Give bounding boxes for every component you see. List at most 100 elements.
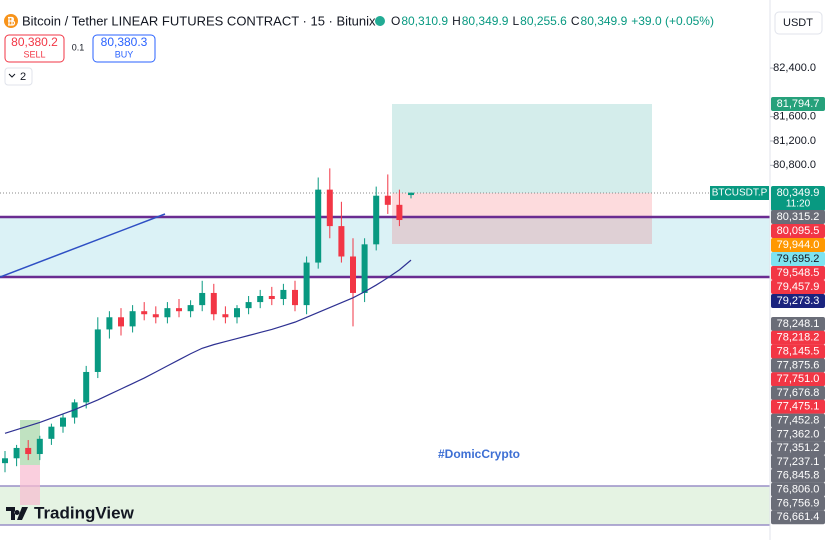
ohlc-value: 80,349.9 (581, 14, 628, 28)
sell-label[interactable]: SELL (23, 49, 45, 59)
quantity[interactable]: 0.1 (72, 42, 85, 52)
currency[interactable]: USDT (783, 17, 813, 29)
ohlc-value: 80,349.9 (462, 14, 509, 28)
candle-body (13, 447, 20, 459)
price-tag (771, 413, 825, 428)
candle-body (199, 292, 206, 306)
price-tag-text: 77,751.0 (777, 373, 820, 385)
price-tag-text: 78,145.5 (777, 346, 820, 358)
candle-body (164, 308, 171, 318)
sell-button[interactable] (4, 34, 65, 63)
price-tag (771, 358, 825, 373)
indicators-toggle[interactable] (4, 67, 33, 86)
price-tag (771, 330, 825, 345)
candle-body (2, 458, 8, 464)
candle-body (292, 289, 298, 306)
countdown: 11:20 (786, 199, 811, 210)
candle-body (25, 447, 32, 455)
symbol-title: Bitcoin / Tether LINEAR FUTURES CONTRACT… (22, 13, 376, 28)
price-tag (771, 372, 825, 387)
indicators-count[interactable]: 2 (20, 71, 26, 83)
price-tag (771, 266, 825, 280)
price-tag-text: 79,548.5 (777, 267, 820, 279)
price-tag (771, 344, 825, 359)
price-tag (771, 496, 825, 511)
highlight-box (20, 420, 40, 465)
demand-zone (0, 486, 770, 525)
candle-body (118, 317, 124, 327)
support-zone (0, 217, 770, 277)
long-position-stop (392, 193, 652, 244)
price-tag (771, 210, 825, 224)
ohlc-label: O (391, 14, 400, 28)
y-tick-label: 81,200.0 (773, 135, 816, 147)
candle-body (361, 244, 368, 293)
candle-body (326, 189, 333, 227)
buy-price[interactable]: 80,380.3 (101, 35, 148, 49)
price-tag-text: 76,845.8 (777, 470, 820, 482)
price-tag-text: 77,362.0 (777, 428, 820, 440)
price-tag (771, 455, 825, 469)
price-tag-text: 80,095.5 (777, 225, 820, 237)
buy-button[interactable] (92, 34, 156, 63)
price-tag-text: 77,475.1 (777, 401, 820, 413)
currency-button[interactable] (774, 11, 823, 35)
price-tag-text: 79,457.9 (777, 281, 820, 293)
y-tick-label: 81,600.0 (773, 111, 816, 123)
price-tag (771, 441, 825, 456)
ohlc-value: 80,255.6 (520, 14, 567, 28)
last-price: 80,349.9 (777, 187, 820, 199)
price-tag (771, 427, 825, 442)
price-tag (771, 386, 825, 400)
chevron[interactable] (8, 73, 16, 78)
logo-mark (6, 507, 28, 520)
price-tag (771, 317, 825, 331)
price-tag-text: 80,315.2 (777, 211, 820, 223)
price-tag-text: 76,806.0 (777, 484, 820, 496)
price-tag-text: 77,875.6 (777, 359, 820, 371)
price-tag-text: 76,756.9 (777, 497, 820, 509)
symbol-tag-text: BTCUSDT.P (712, 188, 768, 199)
price-tag-text: 79,273.3 (777, 295, 820, 307)
candle-body (234, 308, 240, 318)
candle-body (106, 317, 113, 330)
long-position-target (392, 104, 652, 193)
candle-body (338, 226, 345, 257)
candle-body (268, 295, 275, 300)
price-tag-text: 77,452.8 (777, 415, 820, 427)
candle-body (129, 311, 136, 327)
price-tag-text: 79,944.0 (777, 239, 820, 251)
candle-body (210, 292, 217, 315)
candle-body (245, 302, 252, 309)
price-tag-text: 77,351.2 (777, 442, 820, 454)
trend-line (0, 213, 166, 278)
price-tag (771, 252, 825, 266)
y-tick-label: 82,400.0 (773, 62, 816, 74)
ohlc-value: 80,310.9 (401, 14, 448, 28)
buy-label[interactable]: BUY (115, 49, 134, 59)
price-tag (771, 482, 825, 497)
candle-body (350, 256, 356, 293)
price-tag-text: 79,695.2 (777, 253, 820, 265)
market-status (375, 16, 385, 26)
price-tag-text: 76,661.4 (777, 511, 820, 523)
price-tag (771, 468, 825, 483)
price-tag-text: 81,794.7 (777, 98, 820, 110)
plot: BTCUSDT.P (2, 168, 769, 473)
price-axis: 82,400.0 81,600.0 81,200.0 80,800.0 81,794.7… (770, 62, 825, 525)
price-tag-text: 77,676.8 (777, 387, 820, 399)
annotation: #DomicCrypto (438, 447, 520, 461)
candle-body (384, 195, 391, 205)
candle-body (303, 262, 310, 306)
candle-body (257, 295, 264, 303)
price-tag (771, 510, 825, 525)
ohlc-label: C (571, 14, 580, 28)
price-tag-text: 78,218.2 (777, 332, 820, 344)
price-tag (771, 97, 825, 111)
price-tag-text: 77,237.1 (777, 456, 820, 468)
sell-price[interactable]: 80,380.2 (11, 35, 58, 49)
price-tag (771, 280, 825, 294)
candle-body (176, 308, 182, 312)
candle-body (83, 371, 90, 403)
